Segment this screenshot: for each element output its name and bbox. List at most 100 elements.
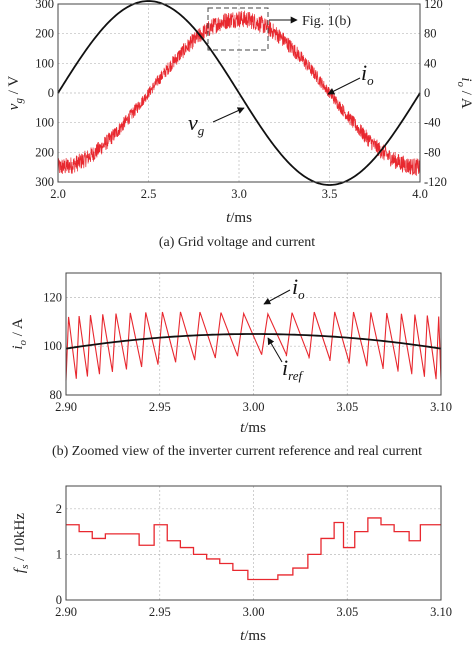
panel-a-x-tick-label: 3.5 — [322, 187, 338, 201]
panel-a-x-label-unit: /ms — [230, 210, 252, 226]
panel-a-y-tick-label-right: 80 — [424, 27, 437, 41]
panel-a-y-label-right-sub: o — [455, 81, 467, 87]
panel-c-y-tick-label: 1 — [56, 547, 62, 561]
panel-b-y-label-var: i — [10, 346, 26, 350]
panel-a-y-label-right-unit: / A — [458, 87, 474, 109]
panel-b-x-label-var: t — [240, 420, 245, 436]
panel-a-y-label-right: io / A — [455, 77, 474, 109]
panel-a-series — [57, 0, 421, 186]
panel-a-y-tick-label-right: -40 — [424, 116, 441, 130]
panel-c-x-tick-label: 3.05 — [336, 605, 358, 619]
panel-a-y-tick-label-right: 40 — [424, 56, 437, 70]
series-vg — [57, 0, 421, 186]
panel-c-y-label-sub: s — [19, 565, 31, 569]
panel-a-y-tick-label-left: 300 — [35, 175, 54, 189]
panel-c-x-tick-label: 3.00 — [243, 605, 265, 619]
vg-annotation-var: v — [188, 110, 198, 135]
io-annotation-a-var: i — [361, 60, 367, 85]
panel-a-x-tick-label: 3.0 — [231, 187, 247, 201]
vg-arrow — [212, 107, 245, 123]
panel-c-x-ticks: 2.90 2.95 3.00 3.05 3.10 — [55, 605, 452, 619]
panel-c-x-label-unit: /ms — [244, 628, 266, 644]
panel-a-y-ticks-left: 300 200 100 0 100 200 300 — [35, 0, 54, 189]
panel-c-y-label-var: f — [12, 567, 28, 573]
panel-b-series — [65, 311, 442, 381]
series-io-b — [65, 311, 442, 381]
panel-a-y-tick-label-right: 0 — [424, 86, 430, 100]
panel-a-y-tick-label-right: -120 — [424, 175, 447, 189]
series-iref — [65, 333, 442, 350]
panel-b-y-label-sub: o — [17, 340, 29, 346]
panel-a-y-tick-label-left: 200 — [35, 145, 54, 159]
panel-b-y-tick-label: 80 — [50, 388, 63, 402]
panel-c-plot-frame — [65, 485, 442, 601]
panel-c-y-tick-label: 2 — [56, 502, 62, 516]
iref-arrow — [267, 337, 283, 363]
panel-a-y-tick-label-left: 300 — [35, 0, 54, 11]
panel-b-x-ticks: 2.90 2.95 3.00 3.05 3.10 — [55, 400, 452, 414]
panel-a-y-tick-label-left: 0 — [48, 86, 54, 100]
panel-a-x-ticks: 2.0 2.5 3.0 3.5 4.0 — [50, 187, 428, 201]
iref-annotation-var: i — [282, 355, 288, 380]
panel-b-x-tick-label: 3.10 — [430, 400, 452, 414]
panel-c-grid — [66, 486, 441, 600]
panel-c-x-tick-label: 2.95 — [149, 605, 171, 619]
panel-a-y-tick-label-left: 200 — [35, 27, 54, 41]
panel-a-x-tick-label: 2.0 — [50, 187, 66, 201]
panel-b-y-tick-label: 100 — [43, 339, 62, 353]
io-annotation-b-sub: o — [298, 287, 305, 302]
series-fs — [66, 517, 441, 581]
panel-a-y-label-left: vg / V — [6, 76, 25, 111]
panel-b-x-tick-label: 2.90 — [55, 400, 77, 414]
io-annotation-a: io — [361, 60, 374, 88]
zoom-callout-box — [207, 7, 269, 51]
panel-c-x-label-var: t — [240, 628, 245, 644]
panel-b-caption: (b) Zoomed view of the inverter current … — [52, 444, 422, 459]
vg-annotation: vg — [188, 110, 205, 138]
panel-b-x-tick-label: 3.05 — [336, 400, 358, 414]
panel-b-x-tick-label: 2.95 — [149, 400, 171, 414]
panel-c-x-tick-label: 2.90 — [55, 605, 77, 619]
io-arrow-b — [263, 289, 291, 305]
panel-a-y-label-left-var: v — [6, 103, 22, 110]
panel-a-x-tick-label: 4.0 — [412, 187, 428, 201]
panel-a-plot-frame — [57, 3, 421, 183]
panel-a-x-tick-label: 2.5 — [141, 187, 157, 201]
panel-b-plot-frame — [65, 272, 442, 396]
panel-a-y-tick-label-left: 100 — [35, 116, 54, 130]
panel-c-x-tick-label: 3.10 — [430, 605, 452, 619]
io-annotation-a-sub: o — [367, 73, 374, 88]
panel-a-y-tick-label-right: -80 — [424, 145, 441, 159]
panel-b-x-tick-label: 3.00 — [243, 400, 265, 414]
panel-a-x-label: t/ms — [226, 210, 252, 226]
panel-a-y-tick-label-right: 120 — [424, 0, 443, 11]
panel-b-y-label: io / A — [10, 318, 29, 350]
panel-a-y-tick-label-left: 100 — [35, 56, 54, 70]
vg-annotation-sub: g — [198, 123, 205, 138]
iref-annotation: iref — [282, 355, 304, 383]
panel-b-x-label: t/ms — [240, 420, 266, 436]
io-arrow-a — [327, 77, 361, 95]
panel-c-y-label-unit: / 10kHz — [12, 513, 28, 565]
panel-a-caption: (a) Grid voltage and current — [159, 235, 315, 250]
io-annotation-b: io — [292, 274, 305, 302]
panel-b-x-label-unit: /ms — [244, 420, 266, 436]
panel-a-y-label-left-unit: / V — [6, 76, 22, 98]
panel-c-y-label: fs / 10kHz — [12, 513, 31, 573]
panel-c-x-label: t/ms — [240, 628, 266, 644]
panel-b-y-label-unit: / A — [10, 318, 26, 340]
panel-a: 2.0 2.5 3.0 3.5 4.0 300 200 100 0 100 200 300 120 8… — [6, 0, 474, 250]
iref-annotation-sub: ref — [288, 368, 304, 383]
io-annotation-b-var: i — [292, 274, 298, 299]
panel-c-y-ticks: 2 1 0 — [56, 502, 62, 607]
panel-a-x-label-var: t — [226, 210, 231, 226]
panel-b-y-tick-label: 120 — [43, 290, 62, 304]
panel-a-y-ticks-right: 120 80 40 0 -40 -80 -120 — [424, 0, 447, 189]
series-io-a — [57, 10, 421, 176]
panel-a-y-label-right-var: i — [458, 77, 474, 81]
callout-label: Fig. 1(b) — [302, 14, 351, 29]
panel-c-series — [66, 517, 441, 581]
panel-b-y-ticks: 120 100 80 — [43, 290, 62, 402]
